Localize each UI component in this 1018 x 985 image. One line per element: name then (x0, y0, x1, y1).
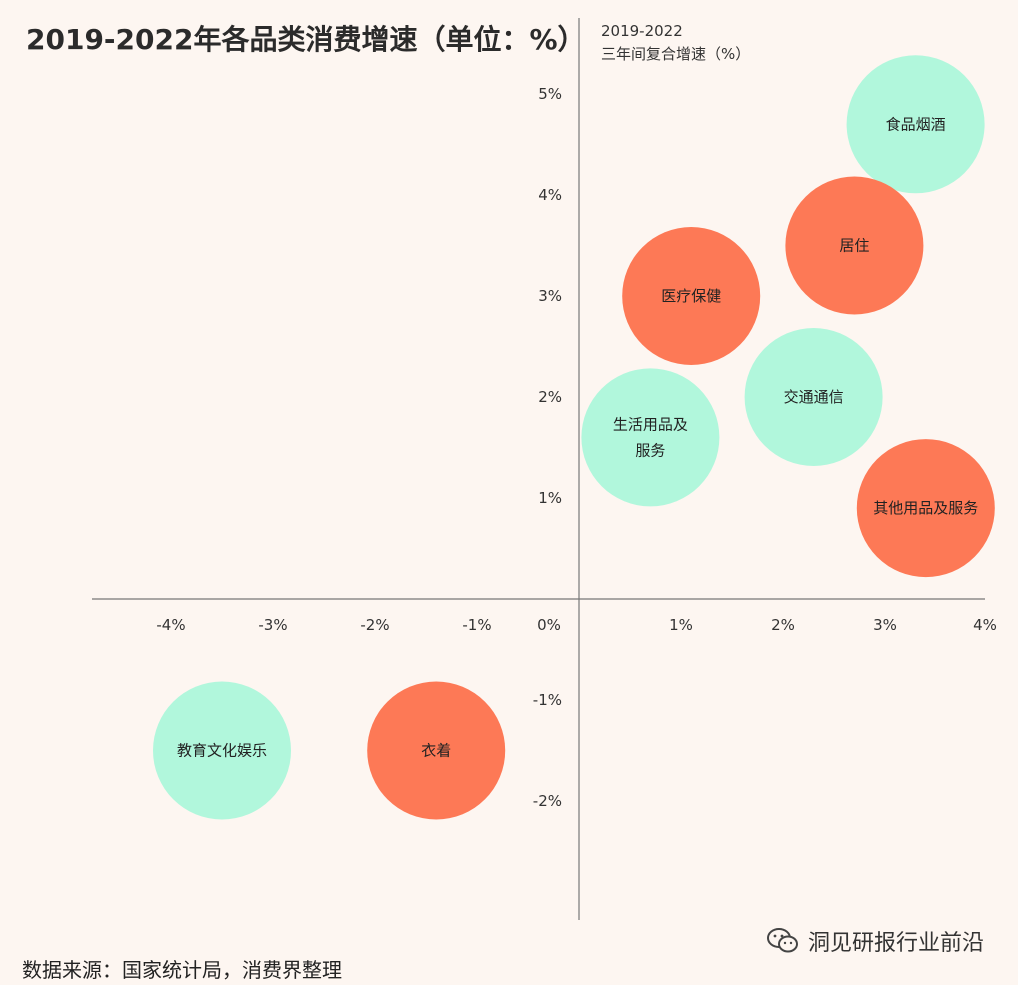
y-tick-label: -2% (533, 792, 562, 810)
corner-label-line: 2019-2022 (601, 22, 683, 40)
y-tick-label: 3% (538, 287, 562, 305)
bubble-label: 教育文化娱乐 (177, 742, 267, 760)
x-tick-labels: -4% -3% -2% -1% 0% 1% 2% 3% 4% (156, 616, 997, 634)
x-tick-label: -1% (462, 616, 491, 634)
x-tick-label: -4% (156, 616, 185, 634)
bubble-label: 服务 (635, 441, 665, 459)
data-source: 数据来源：国家统计局，消费界整理 (22, 958, 342, 982)
bubble-circle (153, 681, 291, 820)
bubble-label: 衣着 (421, 742, 451, 760)
bubble-circle (785, 176, 924, 315)
bubble-circle (856, 439, 995, 578)
bubble: 居住 (785, 176, 924, 315)
bubble: 衣着 (367, 681, 506, 820)
brand-name: 洞见研报行业前沿 (807, 931, 984, 956)
brand: 洞见研报行业前沿 (766, 925, 984, 957)
x-tick-label: -3% (258, 616, 287, 634)
bubble-circle (622, 227, 761, 365)
y-tick-label: 4% (538, 186, 562, 204)
bubble-label: 居住 (839, 237, 869, 255)
y-tick-labels: 5% 4% 3% 2% 1% -1% -2% (533, 85, 562, 810)
bubble-label: 交通通信 (784, 388, 844, 406)
x-tick-label: 3% (873, 616, 897, 634)
x-tick-label: 2% (771, 616, 795, 634)
y-tick-label: 5% (538, 85, 562, 103)
chart-title: 2019-2022年各品类消费增速（单位：%） (26, 23, 586, 56)
bubble-circle (744, 328, 883, 466)
y-tick-label: 1% (538, 489, 562, 507)
bubble-label: 医疗保健 (661, 287, 721, 305)
bubble-label: 其他用品及服务 (873, 499, 978, 517)
y-tick-label: -1% (533, 691, 562, 709)
bubble: 医疗保健 (622, 227, 761, 365)
bubble: 其他用品及服务 (856, 439, 995, 578)
bubble: 食品烟酒 (846, 55, 985, 194)
bubble-circle (846, 55, 985, 194)
corner-label-line: 三年间复合增速（%） (601, 45, 750, 63)
x-tick-label: -2% (360, 616, 389, 634)
bubble: 交通通信 (744, 328, 883, 466)
y-tick-label: 2% (538, 388, 562, 406)
bubble-label: 生活用品及 (613, 415, 688, 433)
x-tick-label: 1% (669, 616, 693, 634)
wechat-icon (766, 928, 798, 953)
bubble-circle (367, 681, 506, 820)
x-tick-label: 4% (973, 616, 997, 634)
bubble: 教育文化娱乐 (153, 681, 291, 820)
bubble-circle (581, 368, 720, 507)
x-tick-label: 0% (537, 616, 561, 634)
axes (92, 18, 985, 920)
corner-label: 2019-2022 三年间复合增速（%） (601, 22, 750, 63)
bubble-label: 食品烟酒 (886, 115, 946, 133)
